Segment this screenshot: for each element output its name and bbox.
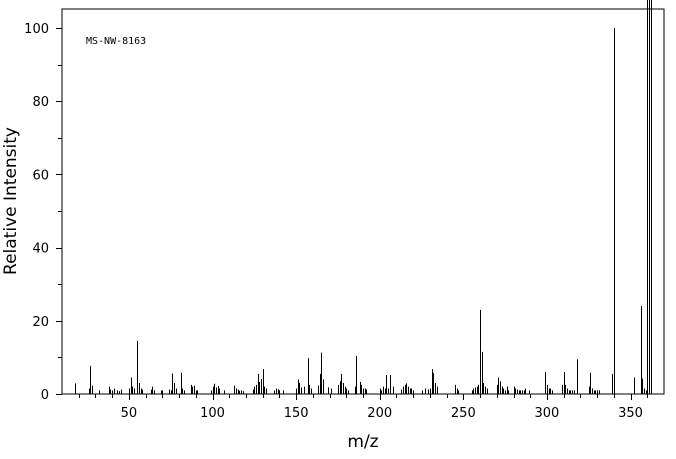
y-tick-label: 80 bbox=[32, 95, 49, 110]
spectrum-peaks bbox=[75, 0, 652, 394]
x-tick-label: 350 bbox=[618, 406, 643, 421]
y-axis-ticks: 0 20 40 60 80 100 bbox=[24, 22, 62, 403]
x-tick-label: 150 bbox=[284, 406, 309, 421]
y-tick-label: 60 bbox=[32, 168, 49, 183]
y-tick-label: 40 bbox=[32, 242, 49, 257]
x-tick-label: 100 bbox=[200, 406, 225, 421]
y-tick-label: 20 bbox=[32, 315, 49, 330]
y-tick-label: 0 bbox=[41, 388, 49, 403]
plot-frame bbox=[61, 8, 665, 395]
x-axis-title: m/z bbox=[347, 432, 378, 452]
y-tick-label: 100 bbox=[24, 22, 49, 37]
x-tick-label: 50 bbox=[121, 406, 138, 421]
x-tick-label: 300 bbox=[535, 406, 560, 421]
y-axis-title: Relative Intensity bbox=[1, 127, 21, 275]
x-tick-label: 200 bbox=[367, 406, 392, 421]
x-axis-ticks: 50 100 150 200 250 300 350 bbox=[79, 394, 648, 421]
spectrum-annotation: MS-NW-8163 bbox=[86, 36, 146, 47]
x-tick-label: 250 bbox=[451, 406, 476, 421]
